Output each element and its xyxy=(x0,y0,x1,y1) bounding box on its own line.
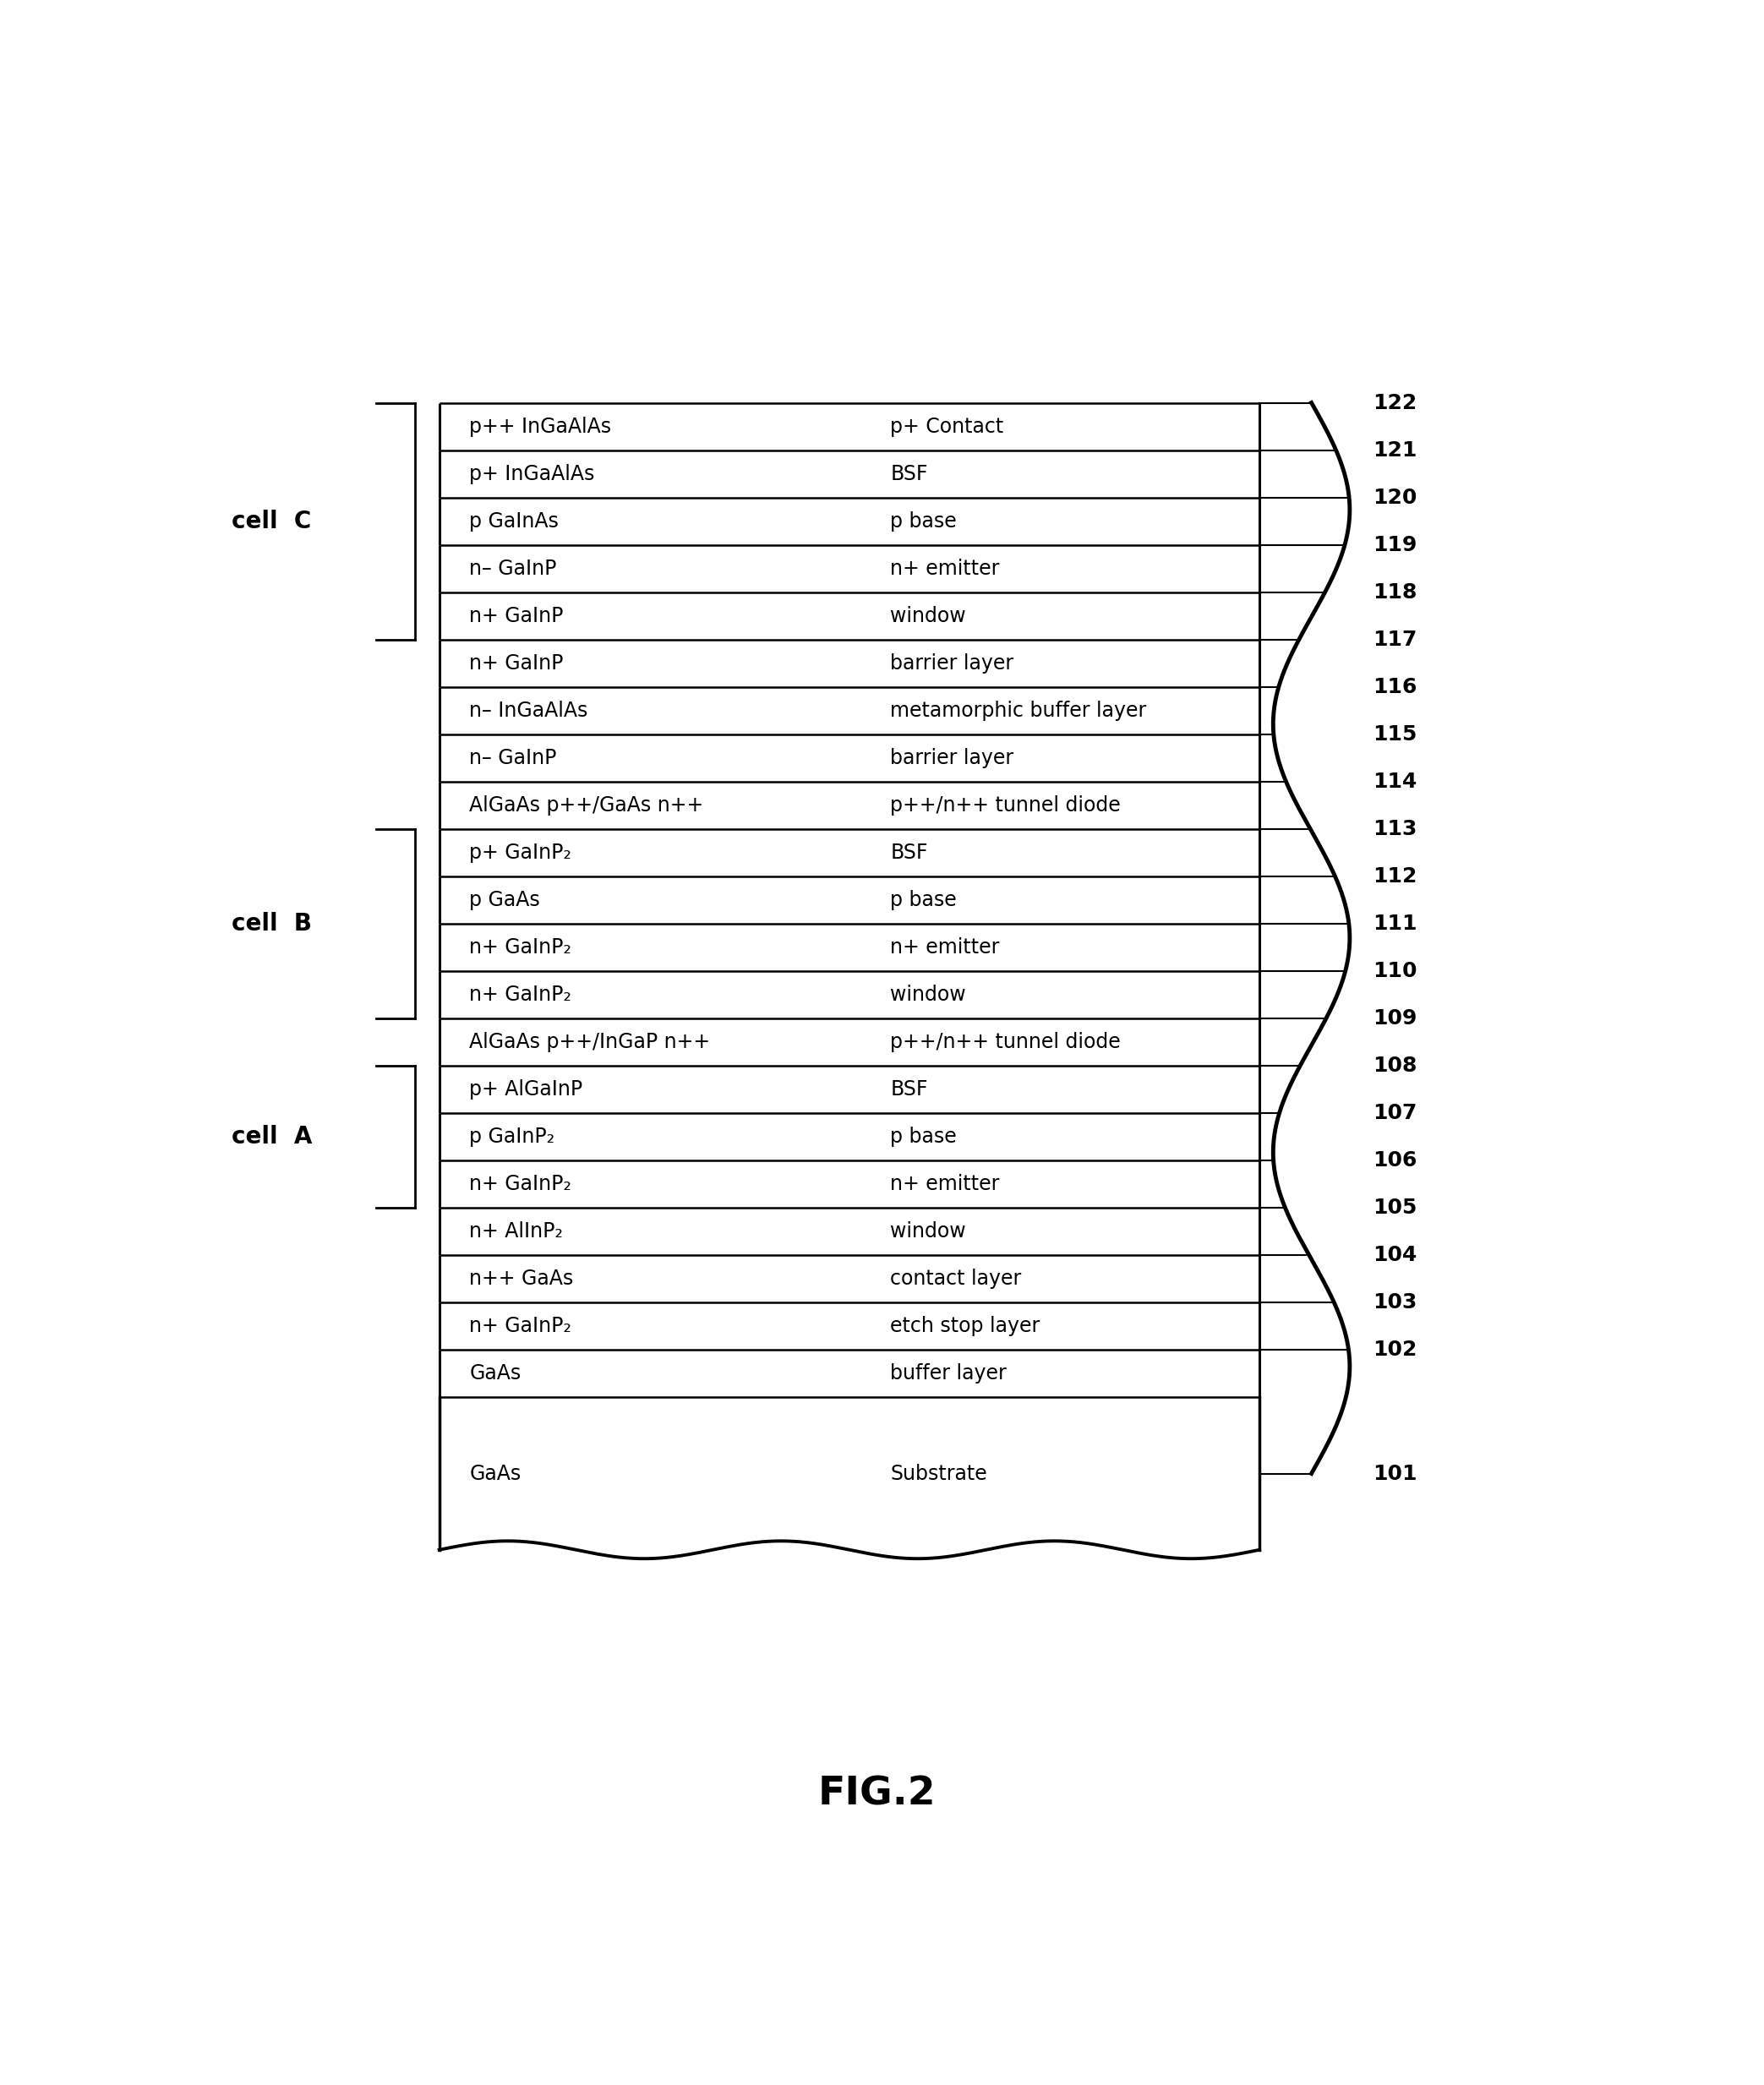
Text: 114: 114 xyxy=(1372,771,1416,792)
Text: 116: 116 xyxy=(1372,678,1416,696)
Text: AlGaAs p++/InGaP n++: AlGaAs p++/InGaP n++ xyxy=(469,1032,711,1053)
Text: 117: 117 xyxy=(1372,630,1416,651)
Text: 111: 111 xyxy=(1372,913,1416,934)
Text: 112: 112 xyxy=(1372,865,1416,886)
Text: 106: 106 xyxy=(1372,1151,1416,1170)
Text: 102: 102 xyxy=(1372,1341,1416,1359)
Text: Substrate: Substrate xyxy=(891,1464,988,1485)
Text: p base: p base xyxy=(891,1126,956,1147)
Text: BSF: BSF xyxy=(891,1080,928,1099)
Text: 109: 109 xyxy=(1372,1009,1416,1028)
Text: 104: 104 xyxy=(1372,1245,1416,1266)
Text: 103: 103 xyxy=(1372,1293,1416,1314)
Text: buffer layer: buffer layer xyxy=(891,1364,1007,1384)
Text: 121: 121 xyxy=(1372,440,1416,461)
Text: n+ emitter: n+ emitter xyxy=(891,1174,1000,1195)
Text: p+ InGaAlAs: p+ InGaAlAs xyxy=(469,463,594,484)
Text: 122: 122 xyxy=(1372,392,1416,413)
Text: 108: 108 xyxy=(1372,1055,1416,1076)
Text: 120: 120 xyxy=(1372,488,1416,507)
Text: p++/n++ tunnel diode: p++/n++ tunnel diode xyxy=(891,1032,1120,1053)
Text: p GaInAs: p GaInAs xyxy=(469,511,559,532)
Text: p GaAs: p GaAs xyxy=(469,890,540,911)
Text: BSF: BSF xyxy=(891,463,928,484)
Text: cell  A: cell A xyxy=(231,1126,312,1149)
Text: 107: 107 xyxy=(1372,1103,1416,1124)
Text: n+ GaInP: n+ GaInP xyxy=(469,607,563,626)
Text: barrier layer: barrier layer xyxy=(891,653,1014,673)
Text: n+ GaInP₂: n+ GaInP₂ xyxy=(469,1316,572,1336)
Text: BSF: BSF xyxy=(891,842,928,863)
Text: n+ GaInP: n+ GaInP xyxy=(469,653,563,673)
Text: p+ GaInP₂: p+ GaInP₂ xyxy=(469,842,572,863)
Text: n+ GaInP₂: n+ GaInP₂ xyxy=(469,1174,572,1195)
Text: etch stop layer: etch stop layer xyxy=(891,1316,1041,1336)
Text: n– GaInP: n– GaInP xyxy=(469,559,557,580)
Text: window: window xyxy=(891,984,967,1005)
Text: AlGaAs p++/GaAs n++: AlGaAs p++/GaAs n++ xyxy=(469,794,704,815)
Text: n– GaInP: n– GaInP xyxy=(469,749,557,767)
Text: n– InGaAlAs: n– InGaAlAs xyxy=(469,701,587,721)
Text: 101: 101 xyxy=(1372,1464,1416,1485)
Text: cell  B: cell B xyxy=(231,911,312,936)
Text: p+ AlGaInP: p+ AlGaInP xyxy=(469,1080,582,1099)
Text: cell  C: cell C xyxy=(231,509,310,534)
Text: GaAs: GaAs xyxy=(469,1464,520,1485)
Text: n++ GaAs: n++ GaAs xyxy=(469,1270,573,1289)
Text: p+ Contact: p+ Contact xyxy=(891,417,1004,436)
Text: 113: 113 xyxy=(1372,819,1416,838)
Text: n+ emitter: n+ emitter xyxy=(891,559,1000,580)
Text: p++ InGaAlAs: p++ InGaAlAs xyxy=(469,417,612,436)
Text: contact layer: contact layer xyxy=(891,1270,1021,1289)
Text: FIG.2: FIG.2 xyxy=(818,1776,935,1814)
Text: 119: 119 xyxy=(1372,534,1416,555)
Text: p++/n++ tunnel diode: p++/n++ tunnel diode xyxy=(891,794,1120,815)
Text: p base: p base xyxy=(891,511,956,532)
Text: p base: p base xyxy=(891,890,956,911)
Text: n+ GaInP₂: n+ GaInP₂ xyxy=(469,938,572,957)
Text: n+ GaInP₂: n+ GaInP₂ xyxy=(469,984,572,1005)
Text: window: window xyxy=(891,1222,967,1243)
Text: n+ AlInP₂: n+ AlInP₂ xyxy=(469,1222,563,1243)
Text: GaAs: GaAs xyxy=(469,1364,520,1384)
Text: 105: 105 xyxy=(1372,1197,1416,1218)
Text: window: window xyxy=(891,607,967,626)
Text: barrier layer: barrier layer xyxy=(891,749,1014,767)
Text: 110: 110 xyxy=(1372,961,1416,982)
Text: n+ emitter: n+ emitter xyxy=(891,938,1000,957)
Text: 115: 115 xyxy=(1372,723,1416,744)
Text: 118: 118 xyxy=(1372,582,1416,603)
Text: metamorphic buffer layer: metamorphic buffer layer xyxy=(891,701,1147,721)
Text: p GaInP₂: p GaInP₂ xyxy=(469,1126,556,1147)
